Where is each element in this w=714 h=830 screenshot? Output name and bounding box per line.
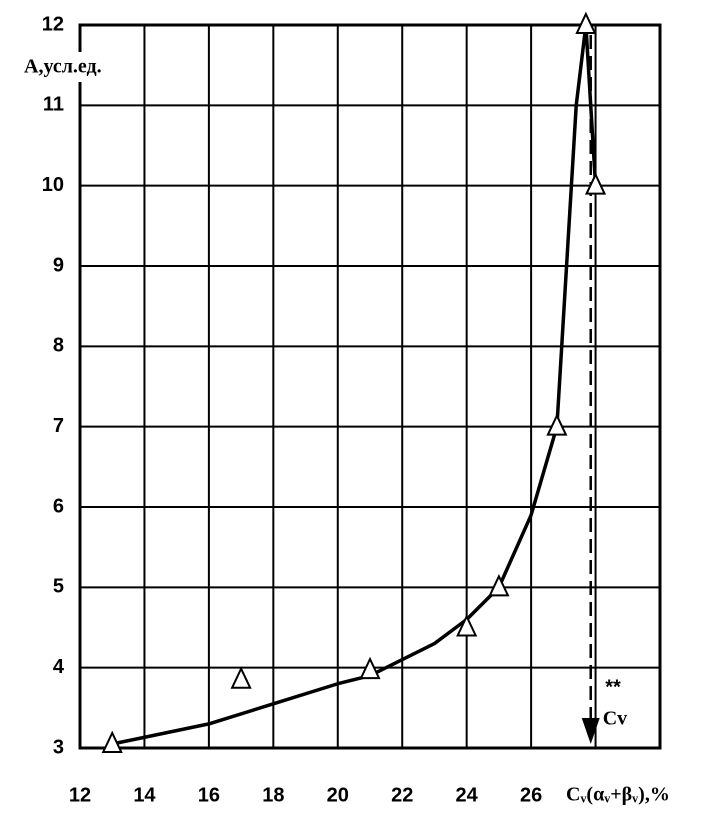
y-tick-label: 5 xyxy=(53,576,64,598)
y-axis-label: А,усл.ед. xyxy=(24,56,102,78)
x-tick-label: 24 xyxy=(456,784,479,806)
y-tick-label: 6 xyxy=(53,495,64,517)
y-tick-label: 9 xyxy=(53,254,64,276)
plot-frame xyxy=(78,23,662,750)
y-tick-label: 7 xyxy=(53,415,64,437)
y-tick-label: 8 xyxy=(53,335,64,357)
x-tick-label: 26 xyxy=(520,784,542,806)
arrow-head xyxy=(581,718,600,744)
y-tick-label: 10 xyxy=(42,174,64,196)
y-tick-label: 3 xyxy=(53,736,64,758)
curve xyxy=(111,23,598,746)
point-marker xyxy=(488,573,510,597)
point-marker xyxy=(101,730,123,753)
point-marker xyxy=(575,11,597,34)
x-tick-label: 16 xyxy=(198,784,220,806)
point-marker xyxy=(359,656,381,680)
point-marker xyxy=(456,614,478,637)
x-tick-label: 12 xyxy=(69,784,91,806)
x-axis-label: Cᵥ(αᵥ+βᵥ),% xyxy=(566,784,670,806)
point-marker xyxy=(546,413,568,436)
point-marker xyxy=(230,666,252,689)
y-tick-label: 12 xyxy=(42,13,64,35)
x-tick-label: 20 xyxy=(327,784,349,806)
annotation: ** xyxy=(605,676,621,698)
x-tick-label: 14 xyxy=(133,784,156,806)
y-label-bg xyxy=(22,52,126,82)
annotation: Cv xyxy=(603,708,627,730)
x-tick-label: 18 xyxy=(262,784,284,806)
point-marker xyxy=(584,172,607,195)
x-tick-label: 22 xyxy=(391,784,413,806)
y-tick-label: 11 xyxy=(43,94,64,116)
y-tick-label: 4 xyxy=(53,656,65,678)
